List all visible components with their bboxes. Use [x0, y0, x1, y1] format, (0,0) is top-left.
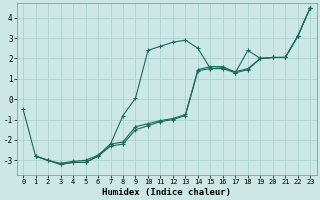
X-axis label: Humidex (Indice chaleur): Humidex (Indice chaleur) — [102, 188, 231, 197]
